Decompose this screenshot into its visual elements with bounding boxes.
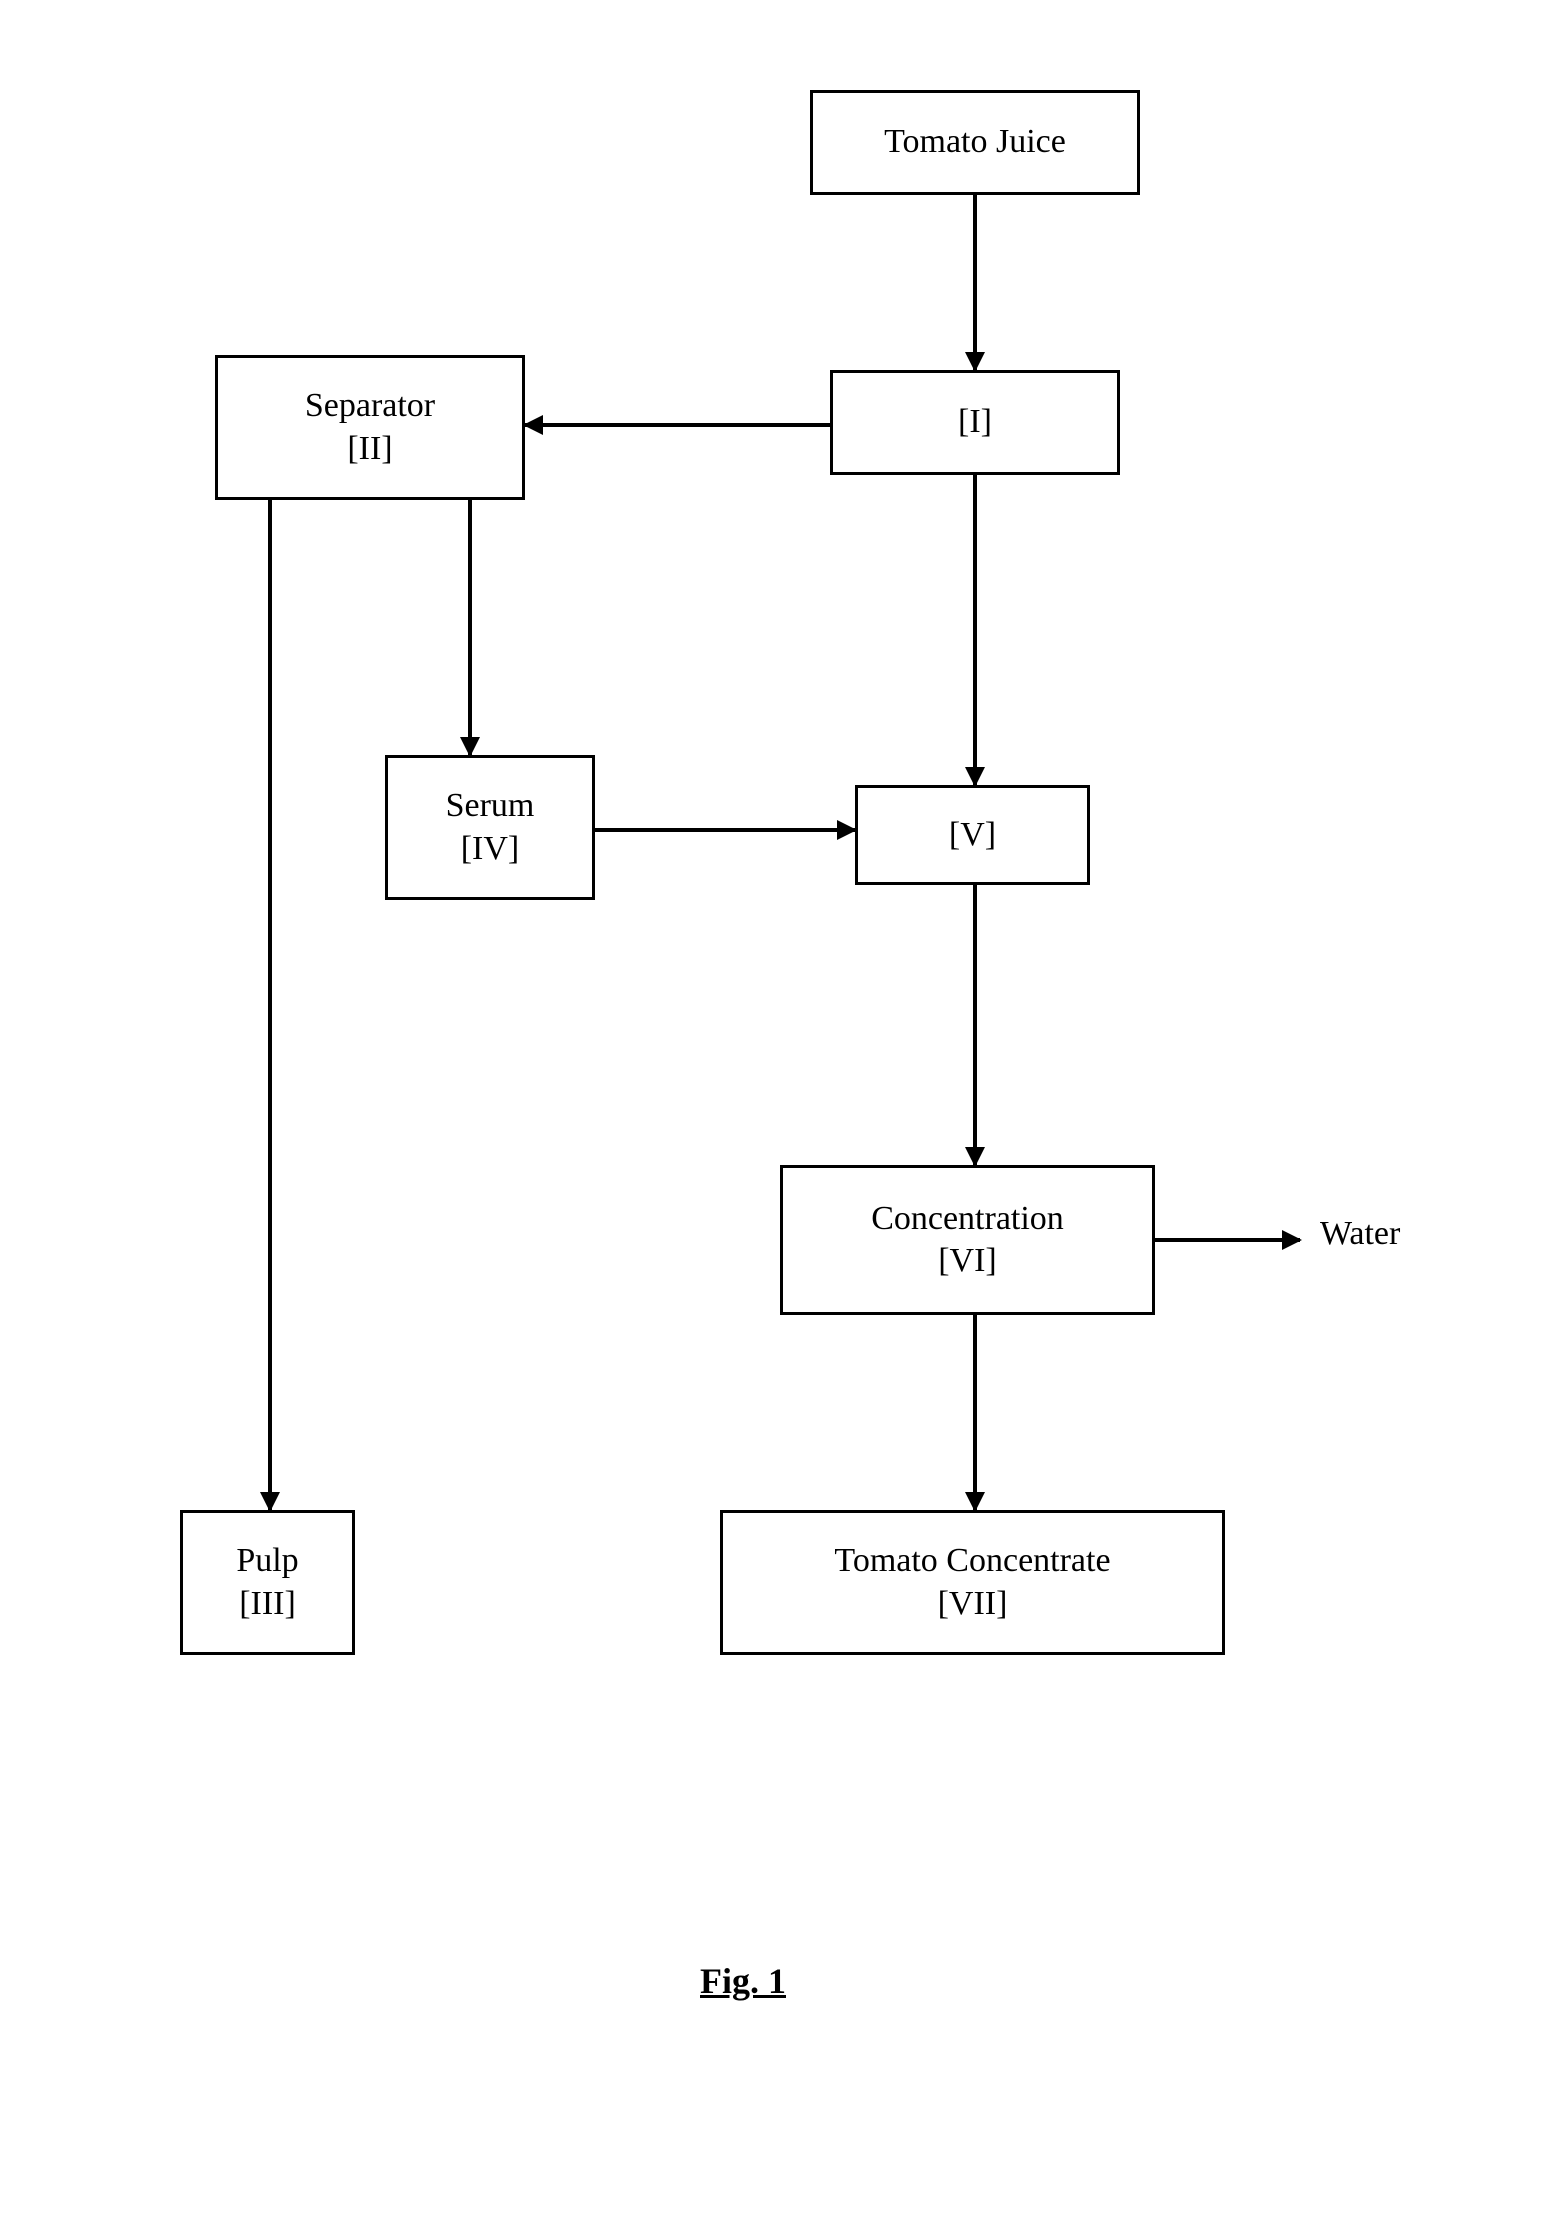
- node-concentration: Concentration [VI]: [780, 1165, 1155, 1315]
- flowchart-canvas: Tomato Juice [I] Separator [II] Serum [I…: [0, 0, 1564, 2213]
- figure-caption: Fig. 1: [700, 1960, 786, 2002]
- node-label: Pulp: [236, 1540, 298, 1583]
- edges-layer: [0, 0, 1564, 2213]
- label-water: Water: [1320, 1215, 1400, 1253]
- node-label: Concentration: [871, 1198, 1064, 1241]
- node-label: [I]: [958, 401, 992, 444]
- node-sublabel: [III]: [239, 1583, 296, 1626]
- node-separator: Separator [II]: [215, 355, 525, 500]
- node-sublabel: [VI]: [938, 1240, 997, 1283]
- node-tomato-concentrate: Tomato Concentrate [VII]: [720, 1510, 1225, 1655]
- node-sublabel: [II]: [347, 428, 392, 471]
- node-sublabel: [IV]: [461, 828, 520, 871]
- node-sublabel: [VII]: [938, 1583, 1008, 1626]
- node-label: Tomato Juice: [884, 121, 1066, 164]
- node-V: [V]: [855, 785, 1090, 885]
- node-tomato-juice: Tomato Juice: [810, 90, 1140, 195]
- node-label: Separator: [305, 385, 435, 428]
- node-label: [V]: [949, 814, 996, 857]
- node-serum: Serum [IV]: [385, 755, 595, 900]
- node-label: Serum: [446, 785, 535, 828]
- node-label: Tomato Concentrate: [834, 1540, 1110, 1583]
- node-pulp: Pulp [III]: [180, 1510, 355, 1655]
- node-I: [I]: [830, 370, 1120, 475]
